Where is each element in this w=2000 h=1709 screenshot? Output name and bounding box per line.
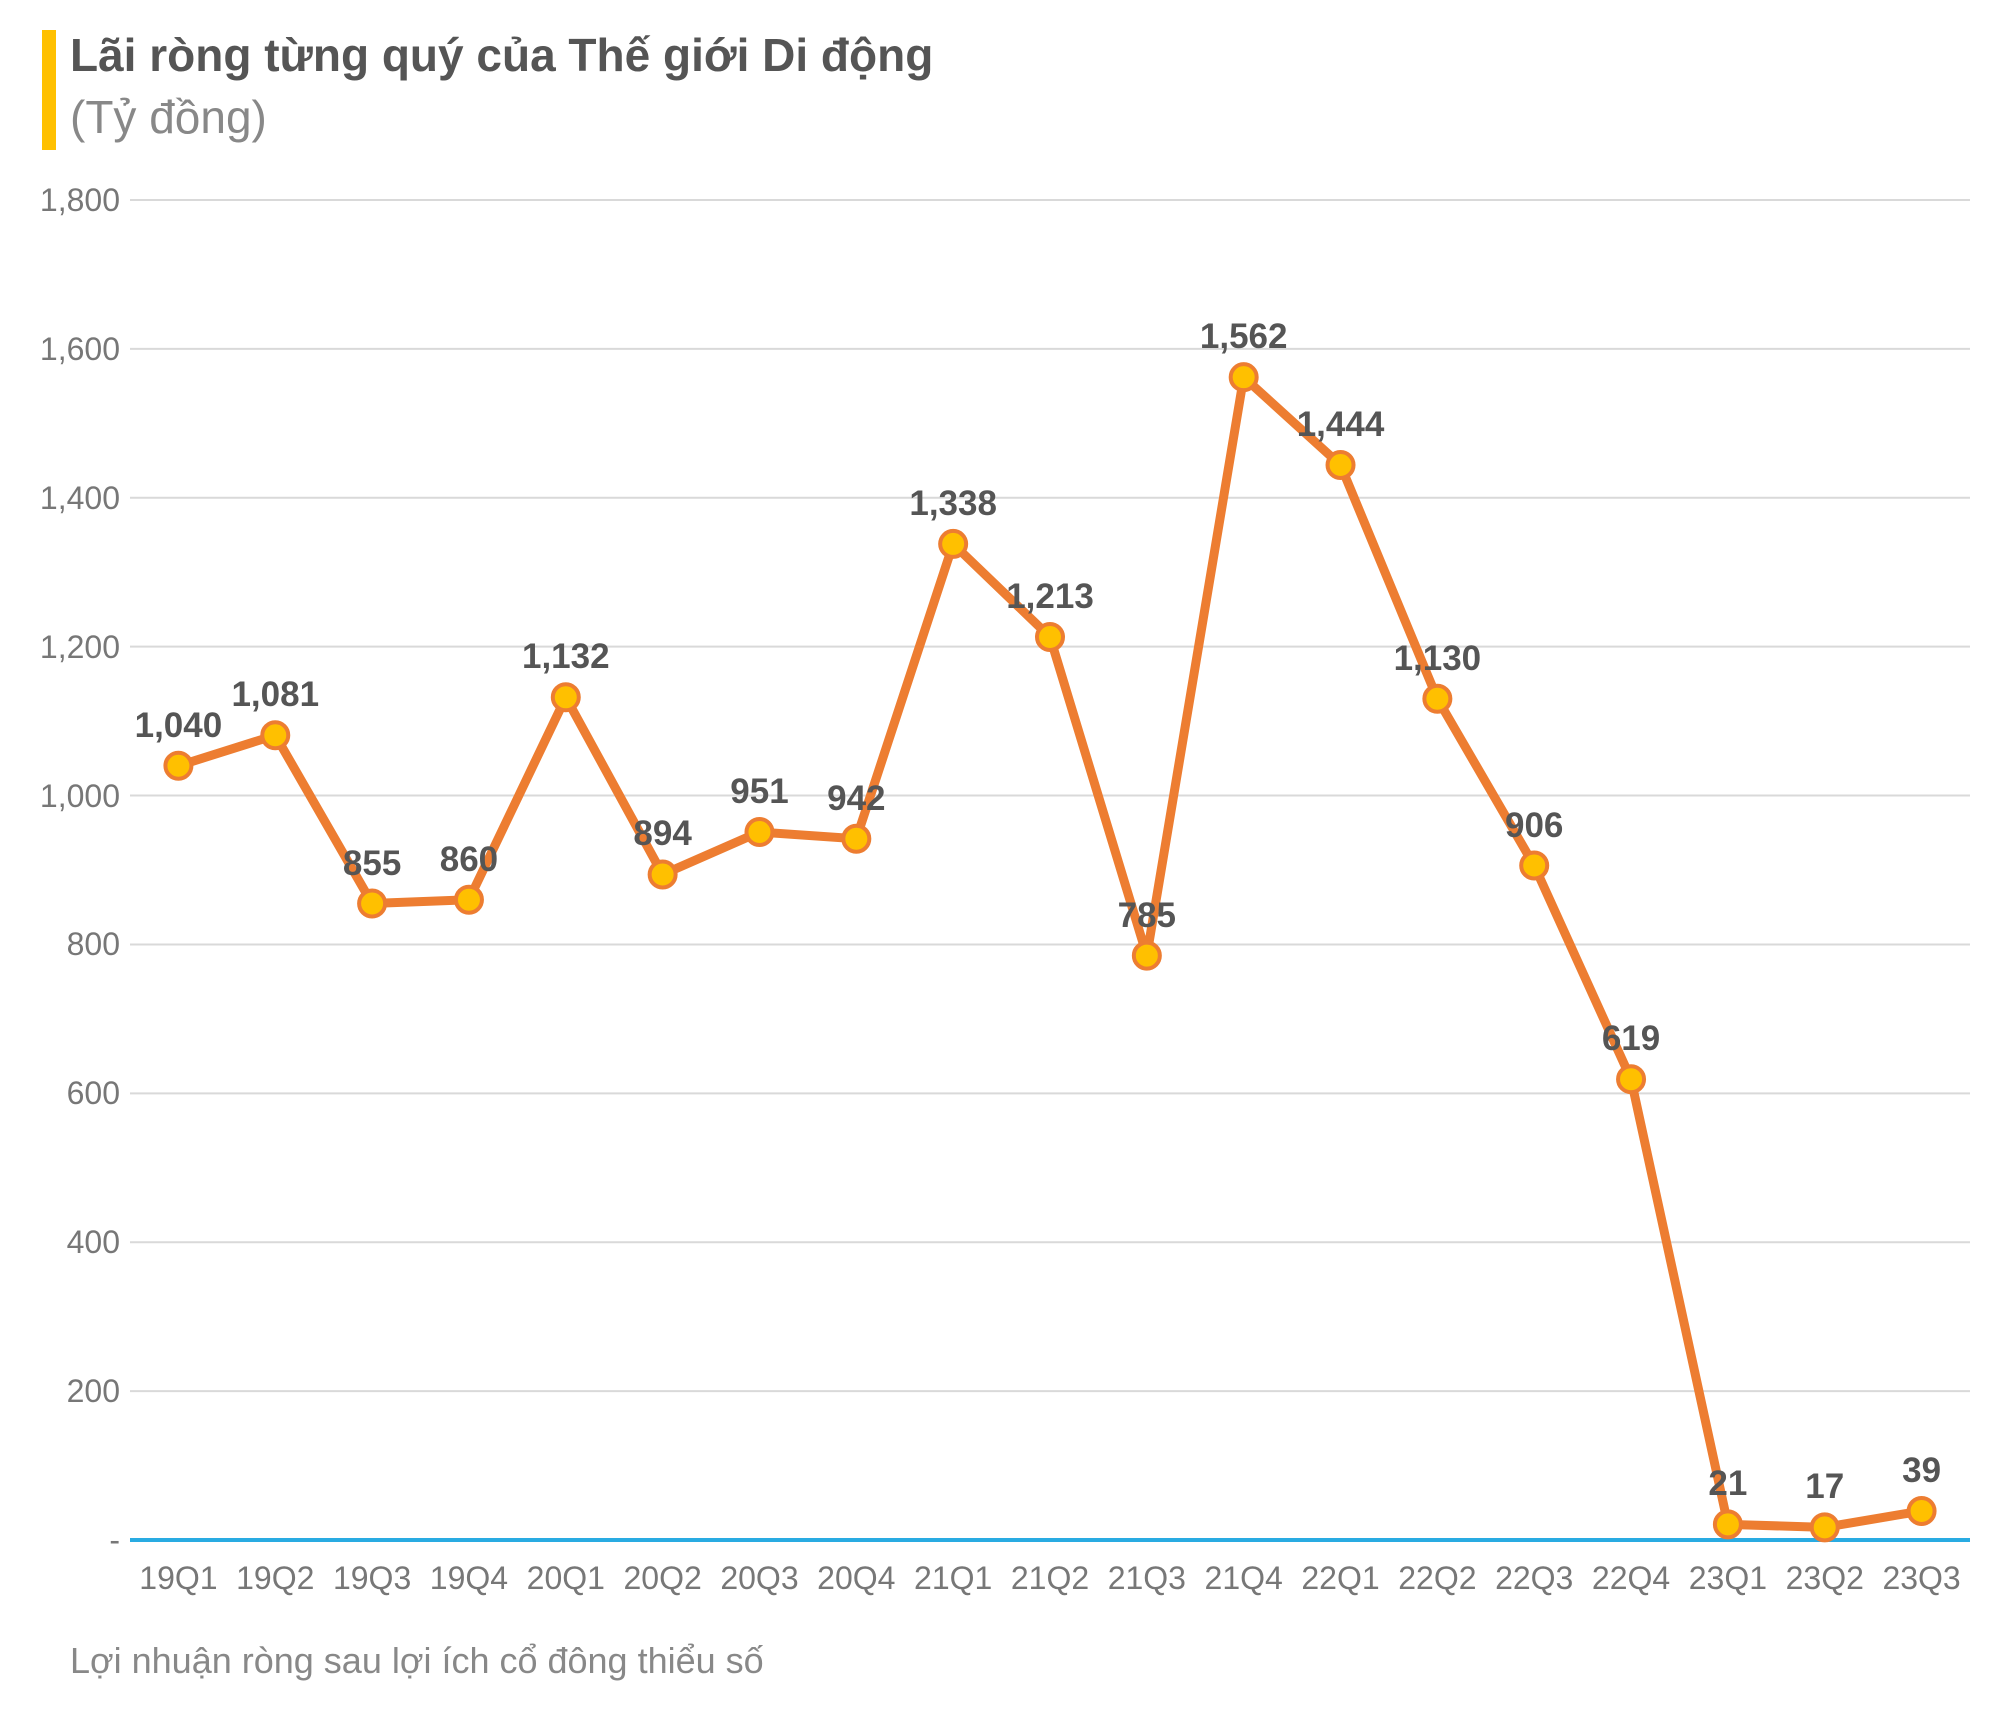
x-axis-tick-label: 20Q2 [623,1560,701,1597]
data-point-label: 951 [730,772,788,812]
x-axis-tick-label: 21Q2 [1011,1560,1089,1597]
data-point-label: 906 [1505,806,1563,846]
y-axis-tick-label: - [30,1522,120,1559]
data-point-label: 894 [633,814,691,854]
data-point-label: 619 [1602,1019,1660,1059]
data-point-label: 21 [1708,1464,1747,1504]
data-point-label: 785 [1118,896,1176,936]
chart-footnote: Lợi nhuận ròng sau lợi ích cổ đông thiểu… [70,1640,764,1682]
y-axis-tick-label: 600 [30,1075,120,1112]
y-axis-tick-label: 1,800 [30,182,120,219]
x-axis-tick-label: 22Q4 [1592,1560,1670,1597]
x-axis-tick-label: 20Q4 [817,1560,895,1597]
x-axis-tick-label: 19Q4 [430,1560,508,1597]
x-axis-tick-label: 19Q2 [236,1560,314,1597]
data-point-label: 942 [827,779,885,819]
x-axis-tick-label: 23Q1 [1689,1560,1767,1597]
x-axis-tick-label: 23Q3 [1882,1560,1960,1597]
x-axis-tick-label: 20Q3 [720,1560,798,1597]
y-axis-tick-label: 200 [30,1373,120,1410]
data-point-label: 1,213 [1006,577,1094,617]
x-axis-tick-label: 21Q1 [914,1560,992,1597]
data-point-label: 1,562 [1200,317,1288,357]
data-point-label: 1,132 [522,637,610,677]
y-axis-tick-label: 1,600 [30,331,120,368]
x-axis-tick-label: 23Q2 [1786,1560,1864,1597]
y-axis-tick-label: 1,000 [30,778,120,815]
x-axis-tick-label: 20Q1 [527,1560,605,1597]
data-point-label: 1,444 [1297,405,1385,445]
x-axis-tick-label: 22Q1 [1301,1560,1379,1597]
data-point-label: 1,081 [231,675,319,715]
x-axis-tick-label: 22Q3 [1495,1560,1573,1597]
x-axis-tick-label: 19Q1 [139,1560,217,1597]
data-point-label: 855 [343,844,401,884]
line-chart [0,0,2000,1709]
chart-container: Lãi ròng từng quý của Thế giới Di động (… [0,0,2000,1709]
x-axis-tick-label: 19Q3 [333,1560,411,1597]
data-point-label: 39 [1902,1451,1941,1491]
y-axis-tick-label: 1,400 [30,480,120,517]
y-axis-tick-label: 1,200 [30,629,120,666]
data-point-label: 1,040 [135,706,223,746]
y-axis-tick-label: 800 [30,926,120,963]
data-point-label: 1,130 [1394,639,1482,679]
data-point-label: 860 [440,840,498,880]
data-point-label: 17 [1805,1467,1844,1507]
data-point-label: 1,338 [909,484,997,524]
y-axis-tick-label: 400 [30,1224,120,1261]
x-axis-tick-label: 21Q4 [1205,1560,1283,1597]
x-axis-tick-label: 22Q2 [1398,1560,1476,1597]
x-axis-tick-label: 21Q3 [1108,1560,1186,1597]
